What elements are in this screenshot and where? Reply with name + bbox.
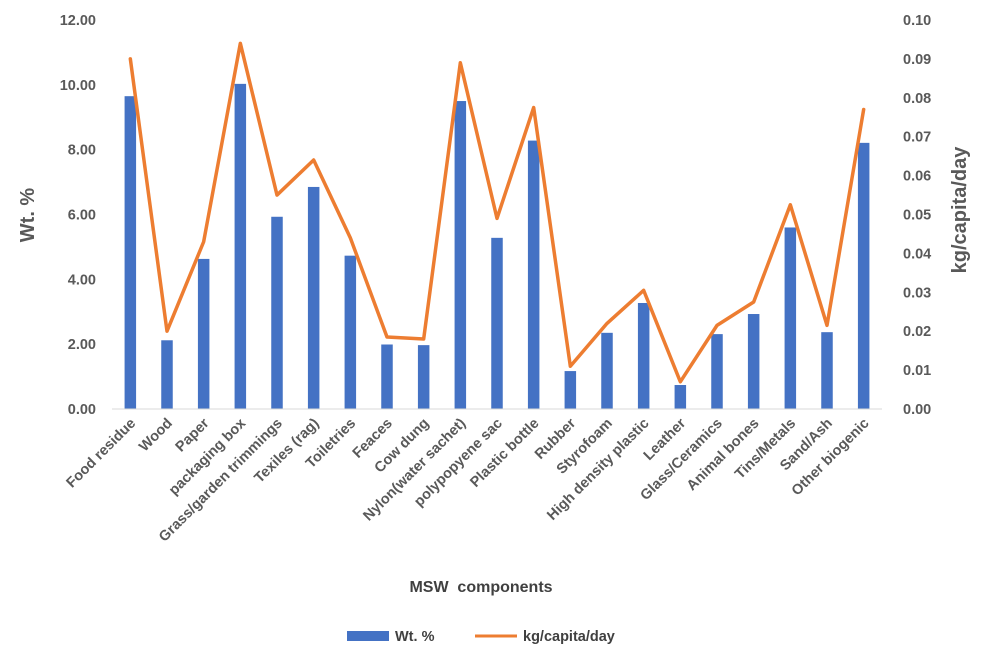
bar xyxy=(124,96,137,409)
y-tick-label: 12.00 xyxy=(60,13,96,29)
bar xyxy=(857,142,870,409)
legend-swatch-bar xyxy=(347,631,389,641)
y2-tick-label: 0.03 xyxy=(903,285,931,301)
x-tick-label: Food residue xyxy=(63,416,139,492)
y-tick-label: 6.00 xyxy=(68,208,96,224)
y2-tick-label: 0.00 xyxy=(903,402,931,418)
legend-label-line: kg/capita/day xyxy=(523,629,615,645)
bar xyxy=(161,340,173,409)
y2-tick-label: 0.10 xyxy=(903,13,931,29)
y-tick-label: 0.00 xyxy=(68,402,96,418)
y-tick-label: 8.00 xyxy=(68,143,96,159)
y-tick-label: 2.00 xyxy=(68,337,96,353)
x-tick-label: Wood xyxy=(136,416,176,456)
bar xyxy=(637,302,650,409)
bar xyxy=(381,344,393,409)
legend-label-bar: Wt. % xyxy=(395,629,435,645)
y2-tick-label: 0.04 xyxy=(903,246,931,262)
y-axis-title: Wt. % xyxy=(17,188,39,243)
bar xyxy=(271,216,283,409)
y2-tick-label: 0.02 xyxy=(903,324,931,340)
bar xyxy=(454,101,467,410)
y2-tick-label: 0.07 xyxy=(903,130,931,146)
bar xyxy=(234,83,247,409)
y2-tick-label: 0.08 xyxy=(903,91,931,107)
bar xyxy=(784,227,797,409)
bar xyxy=(821,332,833,409)
y2-axis-title: kg/capita/day xyxy=(949,146,971,274)
line-series xyxy=(128,41,866,384)
right-axis-ticks: 0.00 0.01 0.02 0.03 0.04 0.05 0.06 0.07 0.08 0.09… xyxy=(903,13,931,418)
y-tick-label: 10.00 xyxy=(60,78,96,94)
bar-series xyxy=(124,83,870,410)
bar xyxy=(417,345,430,409)
legend: Wt. % kg/capita/day xyxy=(347,629,615,645)
bar xyxy=(674,385,687,409)
y2-tick-label: 0.01 xyxy=(903,363,931,379)
bar xyxy=(601,332,613,409)
y-tick-label: 4.00 xyxy=(68,272,96,288)
y2-tick-label: 0.05 xyxy=(903,208,931,224)
x-axis-title: MSW components xyxy=(409,579,552,596)
bar xyxy=(747,314,760,409)
bar xyxy=(527,140,540,409)
bar xyxy=(197,258,210,409)
bar xyxy=(491,237,503,409)
y2-tick-label: 0.09 xyxy=(903,52,931,68)
y2-tick-label: 0.06 xyxy=(903,169,931,185)
bar xyxy=(307,186,320,409)
bar xyxy=(564,371,577,409)
bar xyxy=(344,255,357,409)
bar xyxy=(711,334,723,409)
line-path xyxy=(128,41,866,384)
left-axis-ticks: 0.00 2.00 4.00 6.00 8.00 10.00 12.00 xyxy=(60,13,96,418)
